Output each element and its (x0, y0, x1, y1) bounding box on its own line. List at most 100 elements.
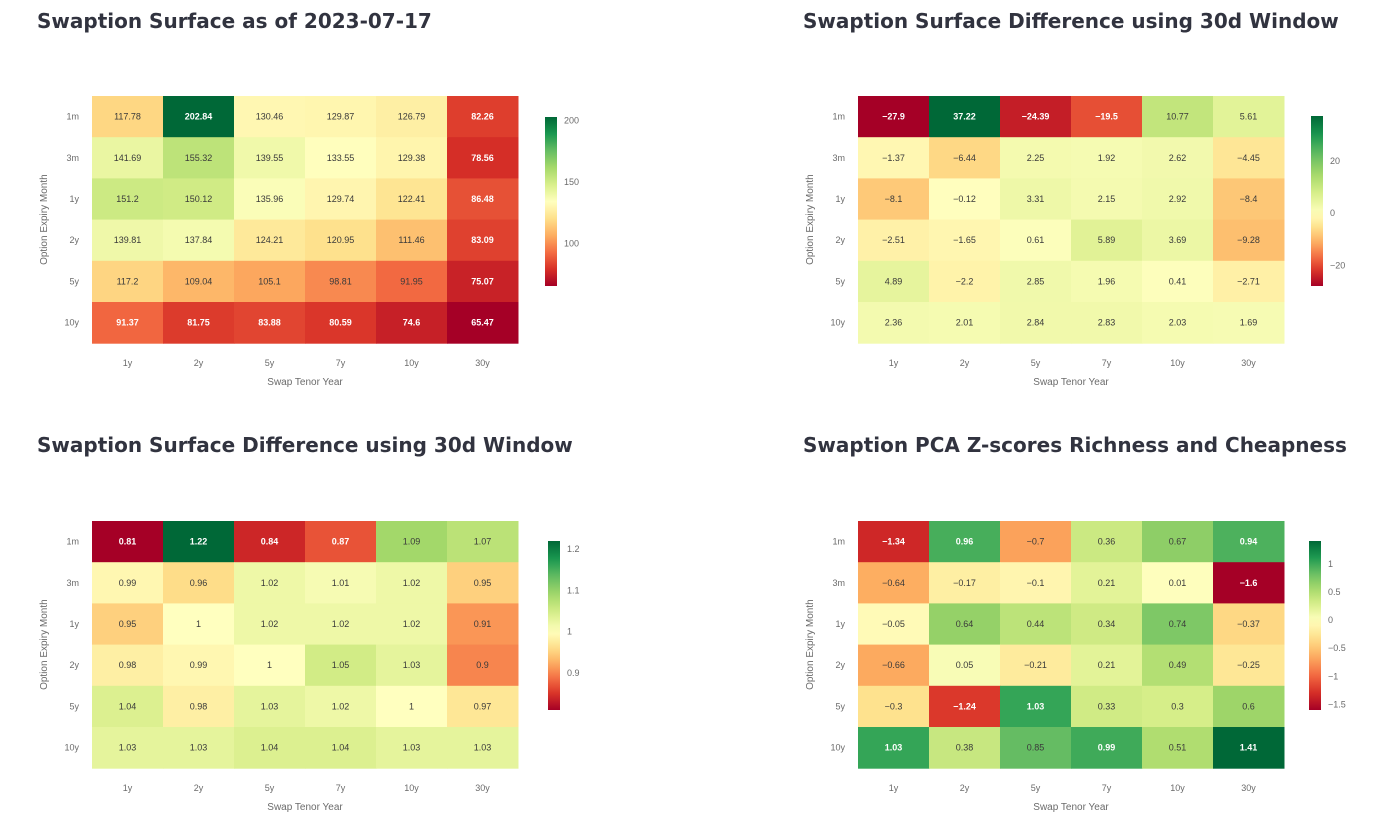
cell-value-label: 120.95 (327, 235, 355, 245)
heatmap-cell (1000, 685, 1072, 728)
heatmap-cell (858, 521, 930, 563)
heatmap-cell (376, 644, 448, 687)
heatmap-cell (92, 562, 164, 604)
cell-value-label: 1.03 (403, 743, 421, 753)
heatmap-cell (447, 521, 519, 563)
heatmap-cell (305, 96, 377, 138)
heatmap-cell (447, 603, 519, 646)
cell-value-label: 75.07 (471, 276, 494, 286)
cell-value-label: −0.37 (1237, 619, 1260, 629)
cell-value-label: 1.05 (332, 660, 350, 670)
heatmap-cell (92, 96, 164, 138)
chart-title: Swaption Surface Difference using 30d Wi… (37, 433, 573, 457)
cell-value-label: −8.1 (885, 194, 903, 204)
heatmap-cell (92, 603, 164, 646)
cell-value-label: 151.2 (116, 194, 139, 204)
cell-value-label: 0.98 (190, 701, 208, 711)
heatmap-cell (858, 727, 930, 769)
chart-title: Swaption PCA Z-scores Richness and Cheap… (803, 433, 1347, 457)
heatmap-cell (376, 137, 448, 179)
heatmap-cell (1213, 219, 1285, 262)
x-tick-label: 1y (123, 783, 133, 793)
x-tick-label: 5y (265, 783, 275, 793)
y-tick-label: 1m (66, 112, 79, 122)
cell-value-label: 0.91 (474, 619, 492, 629)
x-tick-label: 1y (889, 783, 899, 793)
chart-title: Swaption Surface as of 2023-07-17 (37, 9, 432, 33)
heatmap-cell (163, 219, 235, 262)
heatmap-cell (376, 260, 448, 303)
heatmap-cell (305, 178, 377, 221)
colorbar-tick-label: 1.1 (567, 585, 580, 595)
heatmap-cell (1000, 562, 1072, 604)
colorbar-tick-label: 150 (564, 177, 579, 187)
heatmap-cell (305, 302, 377, 344)
x-tick-label: 5y (1031, 358, 1041, 368)
cell-value-label: 0.33 (1098, 701, 1116, 711)
cell-value-label: 2.84 (1027, 318, 1045, 328)
cell-value-label: 155.32 (185, 153, 213, 163)
heatmap-cell (1213, 603, 1285, 646)
heatmap-cell (1213, 562, 1285, 604)
cell-value-label: 1.01 (332, 578, 350, 588)
cell-value-label: 5.61 (1240, 112, 1258, 122)
colorbar-tick-label: 1 (567, 627, 572, 637)
cell-value-label: 135.96 (256, 194, 284, 204)
heatmap-cell (929, 644, 1001, 687)
cell-value-label: 0.74 (1169, 619, 1187, 629)
x-axis-title: Swap Tenor Year (267, 377, 343, 388)
heatmap-cell (858, 603, 930, 646)
cell-value-label: 0.99 (190, 660, 208, 670)
cell-value-label: 80.59 (329, 318, 352, 328)
cell-value-label: −1.65 (953, 235, 976, 245)
y-tick-label: 3m (832, 578, 845, 588)
heatmap-cell (376, 302, 448, 344)
cell-value-label: 139.55 (256, 153, 284, 163)
heatmap-cell (929, 178, 1001, 221)
heatmap-cell (163, 603, 235, 646)
cell-value-label: −0.05 (882, 619, 905, 629)
heatmap-cell (447, 562, 519, 604)
heatmap-cell (234, 302, 306, 344)
heatmap-cell (1142, 178, 1214, 221)
cell-value-label: −2.2 (956, 276, 974, 286)
cell-value-label: 0.21 (1098, 578, 1116, 588)
heatmap-cell (447, 219, 519, 262)
cell-value-label: −24.39 (1022, 112, 1050, 122)
x-tick-label: 1y (889, 358, 899, 368)
heatmap-panel-surface: Swaption Surface as of 2023-07-17 117.78… (0, 0, 700, 410)
heatmap-cell (376, 521, 448, 563)
heatmap-cell (1142, 521, 1214, 563)
y-tick-label: 10y (64, 743, 79, 753)
cell-value-label: 65.47 (471, 318, 494, 328)
cell-value-label: 1.22 (190, 537, 208, 547)
heatmap-chart: −27.9 37.22 −24.39 −19.5 10.77 5.61 −1.37 −6.44… (805, 96, 1345, 388)
heatmap-cell (92, 219, 164, 262)
y-tick-label: 5y (835, 276, 845, 286)
cell-value-label: −1.37 (882, 153, 905, 163)
heatmap-cell (929, 685, 1001, 728)
heatmap-chart: 0.81 1.22 0.84 0.87 1.09 1.07 0.99 0.96 1.02 1.01… (39, 521, 580, 813)
cell-value-label: 1 (409, 701, 414, 711)
cell-value-label: 0.34 (1098, 619, 1116, 629)
cell-value-label: 1.02 (403, 619, 421, 629)
x-tick-label: 7y (1102, 358, 1112, 368)
cell-value-label: 105.1 (258, 276, 281, 286)
cell-value-label: 0.21 (1098, 660, 1116, 670)
cell-value-label: 129.87 (327, 112, 355, 122)
y-tick-label: 1m (832, 537, 845, 547)
heatmap-cell (1071, 603, 1143, 646)
cell-value-label: 0.64 (956, 619, 974, 629)
heatmap-panel-diff-ratio: Swaption Surface Difference using 30d Wi… (37, 433, 580, 813)
cell-value-label: 0.96 (956, 537, 974, 547)
cell-value-label: 0.61 (1027, 235, 1045, 245)
cell-value-label: 2.83 (1098, 318, 1116, 328)
heatmap-cell (1213, 685, 1285, 728)
heatmap-cell (376, 178, 448, 221)
y-tick-label: 2y (835, 235, 845, 245)
heatmap-cell (1000, 219, 1072, 262)
cell-value-label: 124.21 (256, 235, 284, 245)
x-tick-label: 10y (1170, 783, 1185, 793)
colorbar-tick-label: −20 (1330, 260, 1345, 270)
colorbar-tick-label: 0 (1330, 208, 1335, 218)
